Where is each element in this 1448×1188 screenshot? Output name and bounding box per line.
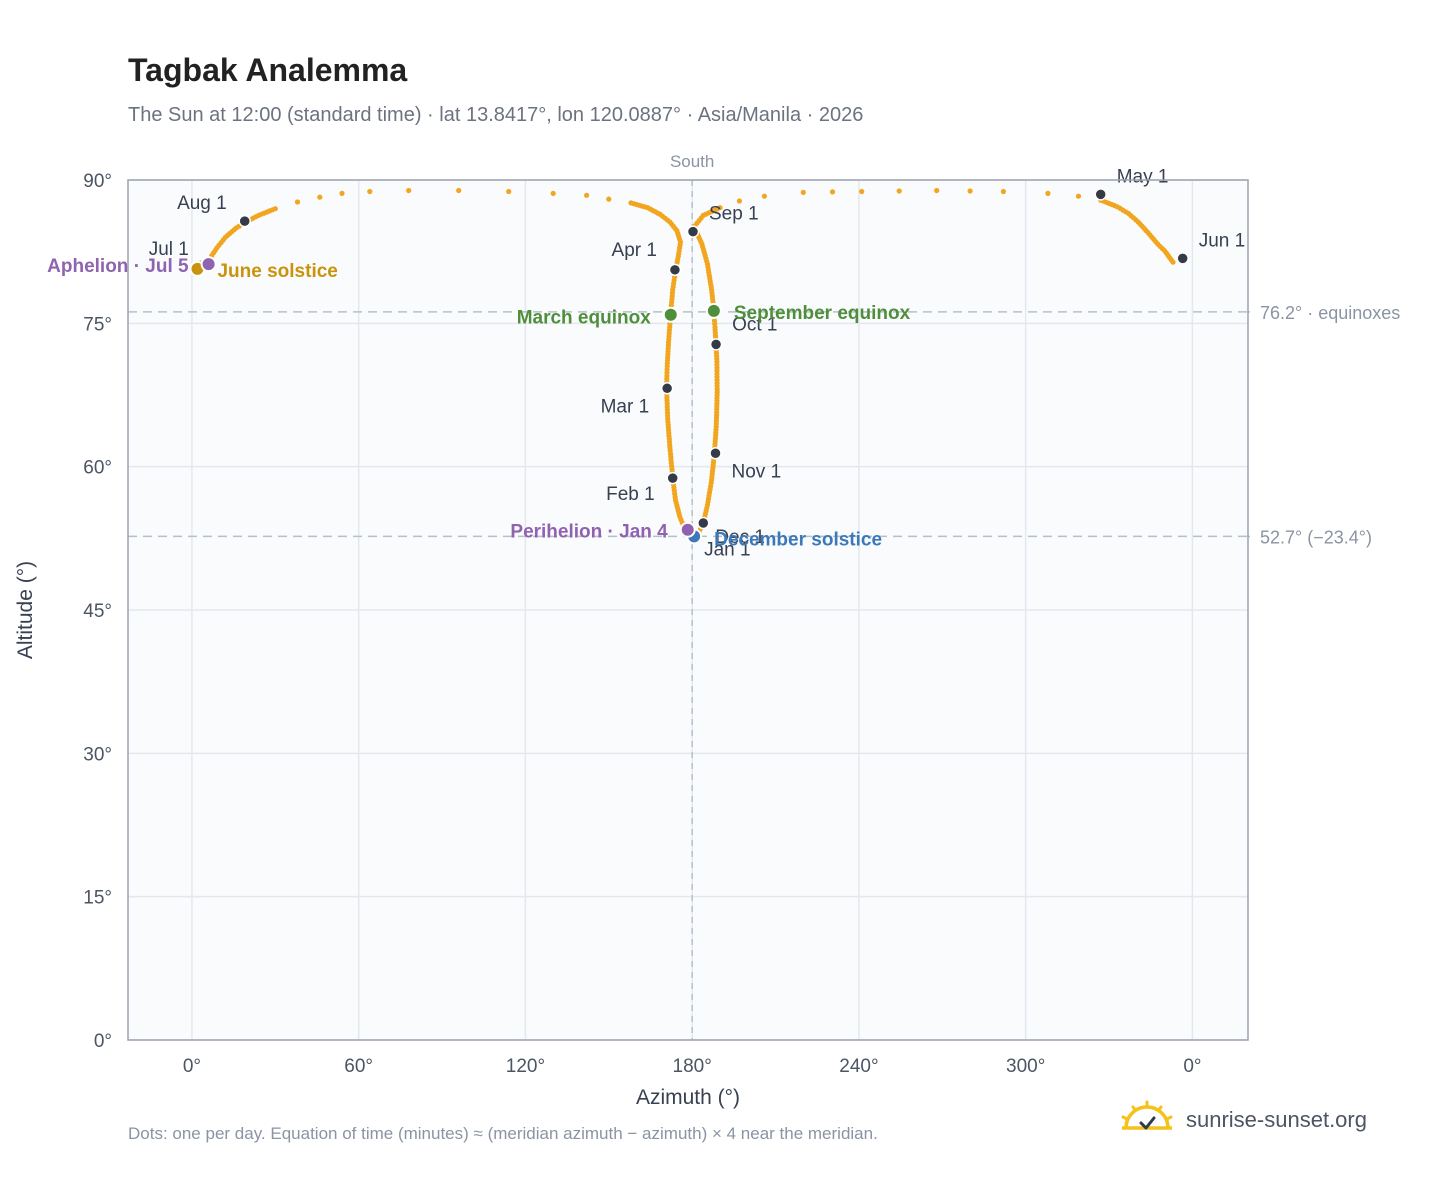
- analemma-day-dot: [339, 190, 345, 196]
- month-label: Aug 1: [177, 193, 227, 214]
- month-label: Jun 1: [1199, 230, 1245, 251]
- special-point: [705, 302, 722, 319]
- x-tick-label: 0°: [183, 1056, 201, 1077]
- month-label: Mar 1: [601, 396, 650, 417]
- month-points: Jan 1 Feb 1 Mar 1 Apr 1 May 1 Jun 1 Jul 1 Aug 1…: [149, 166, 1245, 560]
- special-point: [679, 521, 696, 538]
- analemma-day-dot: [317, 194, 323, 200]
- analemma-day-dot: [934, 187, 940, 194]
- y-tick-label: 45°: [83, 601, 112, 622]
- month-point: [668, 263, 682, 277]
- month-label: Jul 1: [149, 239, 189, 260]
- month-point: [238, 214, 251, 228]
- month-label: Sep 1: [709, 204, 759, 225]
- special-points: March equinox September equinox June solst…: [47, 256, 911, 550]
- analemma-day-dot: [506, 188, 512, 195]
- y-tick-label: 90°: [83, 171, 112, 192]
- month-label: Nov 1: [732, 461, 782, 482]
- month-point: [666, 471, 679, 485]
- y-tick-label: 30°: [83, 744, 112, 765]
- y-tick-label: 75°: [83, 314, 112, 335]
- x-tick-label: 300°: [1006, 1056, 1045, 1077]
- special-point-label: March equinox: [517, 308, 652, 329]
- month-label: Jan 1: [704, 539, 750, 560]
- special-point-label: Aphelion · Jul 5: [47, 256, 189, 277]
- reference-line-label: 52.7° (−23.4°): [1260, 527, 1372, 547]
- analemma-day-dot: [406, 187, 412, 194]
- month-point: [660, 382, 674, 395]
- axis-ticks: 0° 60° 120° 180° 240° 300° 0° 0° 15° 30° 45° 60° 75°…: [83, 171, 1201, 1077]
- analemma-day-dot: [717, 205, 723, 211]
- month-label: May 1: [1117, 166, 1169, 187]
- reference-lines: South 76.2° · equinoxes 52.7° (−23.4°): [128, 152, 1400, 1040]
- month-label: Oct 1: [732, 314, 777, 335]
- analemma-day-dot: [829, 189, 836, 195]
- x-tick-label: 0°: [1183, 1056, 1201, 1077]
- meridian-label: South: [670, 152, 714, 171]
- analemma-day-dot: [550, 190, 556, 196]
- analemma-day-dot: [896, 188, 902, 194]
- analemma-day-dot: [800, 189, 806, 195]
- month-label: Apr 1: [612, 240, 657, 261]
- analemma-day-dot: [606, 196, 612, 202]
- month-point: [709, 338, 723, 351]
- analemma-day-dot: [1170, 259, 1176, 265]
- plot-frame: [127, 179, 1249, 1041]
- analemma-day-dot: [1045, 190, 1051, 196]
- x-tick-label: 120°: [506, 1056, 545, 1077]
- analemma-day-dot: [736, 198, 743, 204]
- x-tick-label: 60°: [344, 1056, 373, 1077]
- footnote: Dots: one per day. Equation of time (min…: [128, 1124, 878, 1143]
- analemma-day-dot: [1000, 188, 1007, 195]
- analemma-day-dot: [272, 206, 278, 212]
- brand[interactable]: sunrise-sunset.org: [1120, 1100, 1367, 1140]
- month-point: [697, 516, 710, 530]
- chart-title: Tagbak Analemma: [128, 52, 408, 88]
- special-point-label: June solstice: [217, 261, 337, 282]
- x-tick-label: 180°: [673, 1056, 712, 1077]
- analemma-day-dot: [456, 187, 462, 194]
- reference-line-label: 76.2° · equinoxes: [1260, 303, 1400, 323]
- special-point: [200, 256, 217, 273]
- y-tick-label: 15°: [83, 888, 112, 909]
- analemma-day-dot: [584, 192, 590, 198]
- month-point: [1176, 252, 1189, 265]
- chart-subtitle: The Sun at 12:00 (standard time) · lat 1…: [128, 104, 864, 126]
- month-label: Feb 1: [606, 484, 655, 505]
- sun-logo-icon: [1120, 1100, 1174, 1141]
- x-tick-label: 240°: [839, 1056, 878, 1077]
- month-point: [686, 225, 700, 238]
- analemma-day-dot: [1075, 193, 1082, 199]
- special-point-label: September equinox: [734, 303, 911, 324]
- special-point-label: December solstice: [714, 529, 882, 550]
- analemma-day-dot: [859, 188, 865, 195]
- month-point: [709, 447, 722, 460]
- analemma-day-dot: [294, 199, 301, 205]
- analemma-day-dot: [761, 193, 768, 199]
- special-point: [662, 306, 679, 323]
- analemma-day-dot: [967, 188, 973, 194]
- y-tick-label: 0°: [94, 1031, 112, 1052]
- x-axis-label: Azimuth (°): [636, 1086, 740, 1109]
- y-tick-label: 60°: [83, 458, 112, 479]
- month-point: [1094, 188, 1107, 201]
- month-label: Dec 1: [715, 527, 765, 548]
- brand-name: sunrise-sunset.org: [1186, 1107, 1367, 1132]
- y-axis-label: Altitude (°): [14, 561, 37, 659]
- analemma-day-dot: [367, 188, 373, 195]
- special-point-label: Perihelion · Jan 4: [510, 522, 668, 543]
